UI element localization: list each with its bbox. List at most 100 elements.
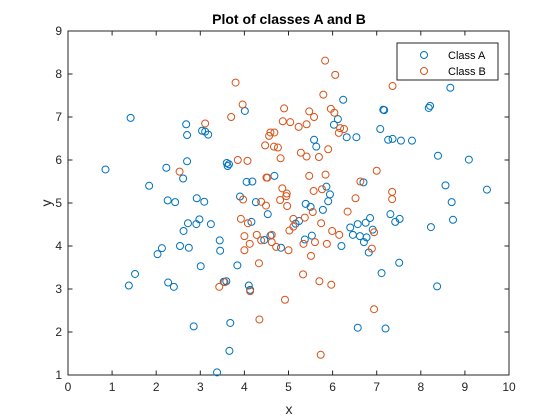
data-point: [370, 305, 379, 314]
data-point: [226, 318, 235, 327]
data-point: [239, 195, 248, 204]
data-point: [179, 226, 188, 235]
data-point: [353, 323, 362, 332]
data-point: [381, 324, 390, 333]
data-point: [426, 223, 435, 232]
data-point: [328, 226, 337, 235]
legend: Class A Class B: [396, 42, 499, 81]
data-point: [183, 157, 192, 166]
data-point: [353, 220, 362, 229]
data-point: [327, 280, 336, 289]
data-point: [251, 198, 260, 207]
data-point: [182, 120, 191, 129]
data-point: [163, 196, 172, 205]
data-point: [282, 192, 291, 201]
data-point: [278, 184, 287, 193]
tick-marks: [67, 30, 510, 376]
data-point: [433, 282, 442, 291]
data-point: [310, 238, 319, 247]
data-point: [289, 214, 298, 223]
y-tick-label: 4: [55, 239, 62, 253]
data-point: [257, 197, 266, 206]
data-point: [244, 281, 253, 290]
data-point: [171, 198, 180, 207]
data-point: [266, 128, 275, 137]
data-point: [362, 233, 371, 242]
data-point: [380, 106, 389, 115]
data-point: [233, 261, 242, 270]
data-point: [306, 251, 315, 260]
chart-title: Plot of classes A and B: [212, 11, 366, 27]
data-point: [395, 258, 404, 267]
legend-marker-class-b: [420, 67, 428, 75]
data-point: [162, 163, 171, 172]
data-point: [204, 130, 213, 139]
data-point: [206, 220, 215, 229]
data-point: [325, 190, 334, 199]
data-point: [312, 142, 321, 151]
data-point: [372, 166, 381, 175]
y-tick-label: 1: [55, 368, 62, 382]
data-point: [305, 171, 314, 180]
data-point: [318, 185, 327, 194]
data-point: [195, 215, 204, 224]
data-point: [308, 208, 317, 217]
data-point: [248, 177, 257, 186]
data-point: [255, 315, 264, 324]
x-tick-label: 0: [65, 380, 72, 394]
data-point: [305, 107, 314, 116]
data-point: [225, 346, 234, 355]
y-tick-label: 3: [55, 282, 62, 296]
x-tick-label: 5: [285, 380, 292, 394]
data-point: [192, 194, 201, 203]
data-point: [224, 160, 233, 169]
data-point: [261, 141, 270, 150]
data-point: [302, 120, 311, 129]
data-point: [446, 83, 455, 92]
data-point: [376, 125, 385, 134]
data-point: [359, 178, 368, 187]
data-point: [101, 165, 110, 174]
data-point: [310, 113, 319, 121]
legend-marker-class-a: [420, 51, 428, 59]
data-point: [441, 181, 450, 190]
data-point: [324, 145, 333, 154]
data-point: [238, 100, 247, 109]
data-point: [169, 282, 178, 291]
data-point: [314, 152, 323, 161]
legend-label-class-b: Class B: [448, 66, 486, 78]
data-point: [316, 350, 325, 359]
data-point: [277, 243, 286, 252]
data-point: [227, 113, 236, 121]
data-point: [352, 133, 361, 142]
data-point: [189, 322, 198, 331]
data-point: [433, 151, 442, 160]
x-tick-label: 6: [329, 380, 336, 394]
data-point: [153, 250, 162, 259]
data-point: [246, 287, 255, 296]
data-point: [240, 232, 249, 241]
x-tick-label: 3: [197, 380, 204, 394]
data-point: [284, 246, 293, 255]
data-point: [240, 246, 249, 255]
data-point: [319, 90, 328, 99]
y-axis-label: y: [38, 200, 54, 207]
data-point: [333, 115, 342, 124]
legend-label-class-a: Class A: [448, 50, 486, 62]
data-point: [179, 174, 188, 183]
data-point: [426, 101, 435, 110]
data-point: [145, 181, 154, 190]
data-point: [183, 219, 192, 228]
data-point: [329, 120, 338, 129]
data-point: [289, 222, 298, 231]
data-point: [377, 269, 386, 278]
data-point: [267, 230, 276, 239]
x-tick-label: 8: [417, 380, 424, 394]
data-point: [356, 177, 365, 186]
data-point: [307, 231, 316, 240]
x-tick-label: 1: [109, 380, 116, 394]
data-point: [366, 214, 375, 223]
data-point: [220, 278, 229, 287]
data-point: [243, 156, 252, 165]
